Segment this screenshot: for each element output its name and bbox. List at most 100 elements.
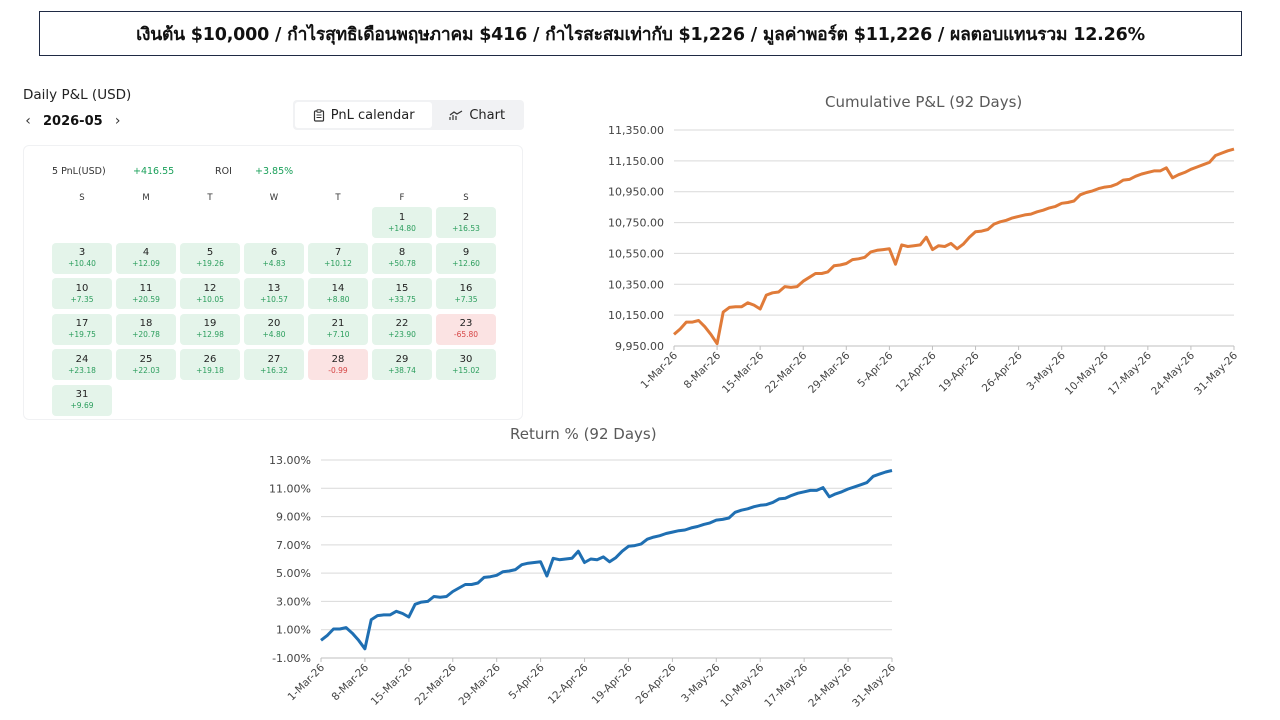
calendar-day-cell[interactable]: 7 +10.12 xyxy=(308,242,368,274)
calendar-day-pnl: +15.02 xyxy=(452,365,480,375)
calendar-day-cell[interactable]: 26 +19.18 xyxy=(180,349,240,380)
calendar-day-pnl: +10.57 xyxy=(260,294,288,304)
calendar-day-cell[interactable]: 5 +19.26 xyxy=(180,242,240,274)
calendar-day-cell[interactable]: 6 +4.83 xyxy=(244,242,304,274)
y-tick-label: 10,950.00 xyxy=(608,186,664,199)
weekday-header: W xyxy=(269,193,279,203)
y-tick-label: 10,150.00 xyxy=(608,309,664,322)
calendar-day-pnl: +23.90 xyxy=(388,330,416,339)
calendar-day-cell[interactable]: 27 +16.32 xyxy=(244,349,304,380)
chevron-left-icon[interactable]: ‹ xyxy=(25,113,31,129)
weekday-header: S xyxy=(463,193,469,203)
calendar-day-number: 20 xyxy=(267,318,281,329)
pnl-label: 5 PnL(USD) xyxy=(52,166,106,177)
calendar-day-cell[interactable]: 29 +38.74 xyxy=(372,349,432,380)
current-month: 2026-05 xyxy=(43,113,103,129)
calendar-day-cell[interactable]: 9 +12.60 xyxy=(436,242,496,274)
calendar-day-cell[interactable]: 22 +23.90 xyxy=(372,313,432,345)
calendar-day-pnl: +16.53 xyxy=(452,223,480,233)
tab-pnl-calendar[interactable]: PnL calendar xyxy=(295,102,433,128)
calendar-day-cell[interactable]: 14 +8.80 xyxy=(308,278,368,309)
calendar-day-cell[interactable]: 23 -65.80 xyxy=(436,313,496,345)
calendar-day-number: 5 xyxy=(206,247,214,258)
calendar-day-number: 9 xyxy=(462,247,470,258)
weekday-header: T xyxy=(335,193,341,203)
calendar-day-number: 14 xyxy=(331,282,345,294)
tab-chart[interactable]: Chart xyxy=(432,102,522,128)
calendar-day-pnl: +7.35 xyxy=(70,294,94,304)
pnl-value: +416.55 xyxy=(133,166,175,177)
calendar-day-cell[interactable]: 30 +15.02 xyxy=(436,349,496,380)
calendar-day-cell[interactable]: 2 +16.53 xyxy=(436,207,496,238)
calendar-day-cell[interactable]: 18 +20.78 xyxy=(116,313,176,345)
calendar-day-pnl: -0.99 xyxy=(328,365,348,375)
calendar-day-number: 30 xyxy=(459,353,473,365)
weekday-header: F xyxy=(399,193,405,203)
x-tick-label: 3-May-26 xyxy=(1025,349,1068,392)
calendar-day-number: 25 xyxy=(139,353,153,365)
calendar-day-cell[interactable]: 11 +20.59 xyxy=(116,278,176,309)
y-tick-label: 11,150.00 xyxy=(608,155,664,168)
calendar-day-number: 2 xyxy=(462,211,470,223)
calendar-day-cell[interactable]: 16 +7.35 xyxy=(436,278,496,309)
calendar-day-cell[interactable]: 4 +12.09 xyxy=(116,242,176,274)
y-tick-label: 11,350.00 xyxy=(608,124,664,137)
calendar-day-pnl: +23.18 xyxy=(68,365,96,375)
calendar-day-number: 26 xyxy=(203,353,217,365)
summary-banner-text: เงินต้น $10,000 / กำไรสุทธิเดือนพฤษภาคม … xyxy=(136,24,1145,45)
calendar-day-cell[interactable]: 3 +10.40 xyxy=(52,242,112,274)
tab-pnl-calendar-label: PnL calendar xyxy=(330,107,415,123)
y-tick-label: 9,950.00 xyxy=(615,340,664,353)
y-tick-label: 10,350.00 xyxy=(608,278,664,291)
calendar-day-number: 31 xyxy=(75,389,89,400)
calendar-day-number: 7 xyxy=(334,247,342,258)
calendar-day-number: 11 xyxy=(139,282,153,294)
calendar-day-pnl: +12.98 xyxy=(196,330,224,339)
y-tick-label: 10,550.00 xyxy=(608,247,664,260)
weekday-header: M xyxy=(142,193,150,203)
calendar-day-cell[interactable]: 25 +22.03 xyxy=(116,349,176,380)
calendar-day-pnl: +20.59 xyxy=(132,294,160,304)
x-tick-label: 5-Apr-26 xyxy=(855,349,895,389)
calendar-day-cell[interactable]: 12 +10.05 xyxy=(180,278,240,309)
chevron-right-icon[interactable]: › xyxy=(114,113,121,129)
calendar-day-cell[interactable]: 19 +12.98 xyxy=(180,313,240,345)
calendar-day-number: 29 xyxy=(395,353,409,365)
calendar-day-cell[interactable]: 31 +9.69 xyxy=(52,384,112,416)
summary-banner: เงินต้น $10,000 / กำไรสุทธิเดือนพฤษภาคม … xyxy=(39,11,1242,56)
calendar-day-cell[interactable]: 28 -0.99 xyxy=(308,349,368,380)
calendar-day-cell[interactable]: 8 +50.78 xyxy=(372,242,432,274)
series-line xyxy=(673,147,1235,346)
calendar-day-pnl: +9.69 xyxy=(70,401,94,410)
roi-label: ROI xyxy=(215,166,232,177)
calendar-day-number: 28 xyxy=(331,353,345,365)
x-tick-label: 1-Mar-26 xyxy=(639,349,681,391)
calendar-day-pnl: +7.10 xyxy=(326,330,350,339)
calendar-day-number: 4 xyxy=(142,247,150,258)
calendar-day-cell[interactable]: 21 +7.10 xyxy=(308,313,368,345)
weekday-header: T xyxy=(207,193,213,203)
calendar-day-number: 23 xyxy=(459,318,473,329)
calendar-day-cell[interactable]: 15 +33.75 xyxy=(372,278,432,309)
calendar-day-number: 16 xyxy=(459,282,473,294)
daily-pnl-title: Daily P&L (USD) xyxy=(23,87,132,103)
calendar-day-pnl: +20.78 xyxy=(132,330,160,339)
calendar-day-cell[interactable]: 10 +7.35 xyxy=(52,278,112,309)
calendar-day-pnl: +33.75 xyxy=(388,294,416,304)
calendar-day-cell[interactable]: 1 +14.80 xyxy=(372,207,432,238)
weekday-header: S xyxy=(79,193,85,203)
calendar-day-pnl: +12.09 xyxy=(132,259,160,268)
calendar-day-cell[interactable]: 24 +23.18 xyxy=(52,349,112,380)
y-tick-label: 10,750.00 xyxy=(608,217,664,230)
calendar-day-cell[interactable]: 13 +10.57 xyxy=(244,278,304,309)
cumulative-chart-title: Cumulative P&L (92 Days) xyxy=(825,93,1023,111)
calendar-day-cell[interactable]: 20 +4.80 xyxy=(244,313,304,345)
x-tick-label: 22-Mar-26 xyxy=(763,349,809,395)
calendar-day-cell[interactable]: 17 +19.75 xyxy=(52,313,112,345)
calendar-day-number: 21 xyxy=(331,318,345,329)
calendar-day-pnl: +19.75 xyxy=(68,330,96,339)
pnl-calendar: 5 PnL(USD) +416.55 ROI +3.85% S M T W T F S 1 +1… xyxy=(23,145,523,420)
x-tick-label: 29-Mar-26 xyxy=(806,349,852,395)
x-tick-label: 10-May-26 xyxy=(1063,349,1111,397)
